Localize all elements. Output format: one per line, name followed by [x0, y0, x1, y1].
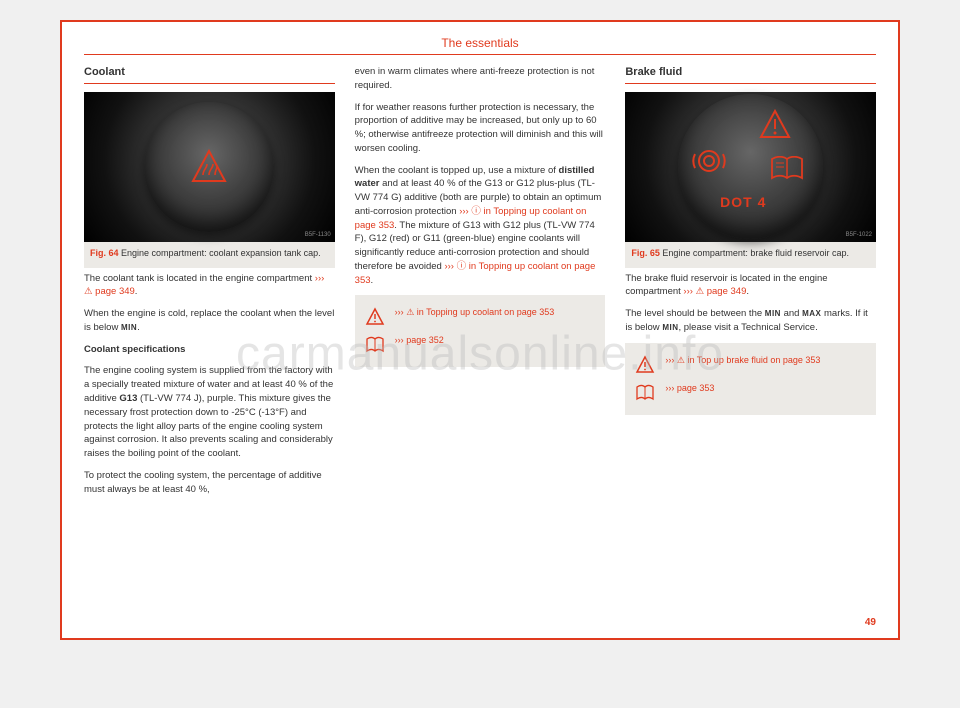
- warning-triangle-icon: [758, 108, 792, 142]
- min-mark: MIN: [662, 323, 678, 332]
- link-text: page 352: [406, 335, 444, 345]
- book-icon: [635, 383, 655, 403]
- warning-triangle-icon: [365, 307, 385, 327]
- col1-subheading: Coolant specifications: [84, 343, 335, 357]
- col1-para-4: To protect the cooling system, the perce…: [84, 469, 335, 497]
- text: .: [746, 286, 749, 297]
- cross-ref-link[interactable]: ››› ⚠ page 349: [683, 286, 746, 297]
- bold-text: G13: [119, 393, 137, 404]
- page-number: 49: [865, 617, 876, 628]
- warning-triangle-icon: ⚠: [406, 307, 414, 317]
- link-text: page 349: [93, 286, 135, 297]
- brake-cap-icon: DOT 4: [678, 94, 823, 239]
- col2-para-1: even in warm climates where anti-freeze …: [355, 65, 606, 93]
- col3-para-2: The level should be between the MIN and …: [625, 307, 876, 335]
- info-text[interactable]: ››› page 353: [665, 383, 714, 395]
- info-circle-icon: ⓘ: [457, 261, 467, 272]
- info-circle-icon: ⓘ: [471, 206, 481, 217]
- manual-page: The essentials Coolant B5F-1130 Fig. 64: [60, 20, 900, 640]
- figure-64-label: Fig. 64: [90, 248, 119, 258]
- text: The level should be between the: [625, 308, 764, 319]
- link-text: in Top up brake fluid on page 353: [687, 355, 820, 365]
- col2-para-2: If for weather reasons further protectio…: [355, 101, 606, 156]
- coolant-cap-icon: [144, 102, 274, 232]
- figure-64-caption: Fig. 64 Engine compartment: coolant expa…: [84, 242, 335, 268]
- figure-65-code: B5F-1022: [846, 231, 872, 240]
- warning-triangle-icon: ⚠: [677, 355, 685, 365]
- page-header: The essentials: [84, 36, 876, 50]
- manual-book-icon: [770, 156, 804, 182]
- book-icon: [365, 335, 385, 355]
- arrows-icon: ›››: [665, 355, 674, 365]
- text: The coolant tank is located in the engin…: [84, 273, 315, 284]
- info-row: ››› ⚠ in Topping up coolant on page 353: [363, 303, 598, 331]
- info-text[interactable]: ››› page 352: [395, 335, 444, 347]
- col3-para-1: The brake fluid reservoir is located in …: [625, 272, 876, 300]
- column-2: even in warm climates where anti-freeze …: [355, 65, 606, 605]
- figure-64: B5F-1130 Fig. 64 Engine compartment: coo…: [84, 92, 335, 268]
- col1-para-2: When the engine is cold, replace the coo…: [84, 307, 335, 335]
- dot4-label: DOT 4: [720, 192, 766, 212]
- warning-triangle-icon: [635, 355, 655, 375]
- steam-warning-icon: [189, 147, 229, 187]
- info-row: ››› page 352: [363, 331, 598, 359]
- text: .: [371, 275, 374, 286]
- section-heading-coolant: Coolant: [84, 65, 335, 84]
- info-row: ››› page 353: [633, 379, 868, 407]
- brake-disc-icon: [692, 144, 726, 178]
- info-box-coolant: ››› ⚠ in Topping up coolant on page 353 …: [355, 295, 606, 367]
- max-mark: MAX: [802, 309, 821, 318]
- info-text[interactable]: ››› ⚠ in Topping up coolant on page 353: [395, 307, 555, 319]
- col1-para-3: The engine cooling system is supplied fr…: [84, 364, 335, 460]
- figure-65-label: Fig. 65: [631, 248, 660, 258]
- arrows-icon: ›››: [395, 307, 404, 317]
- text: When the coolant is topped up, use a mix…: [355, 165, 559, 176]
- min-mark: MIN: [765, 309, 781, 318]
- section-heading-brakefluid: Brake fluid: [625, 65, 876, 84]
- figure-64-code: B5F-1130: [305, 231, 331, 240]
- figure-65: DOT 4 B5F-1022 Fig. 65 Engine compartmen…: [625, 92, 876, 268]
- figure-64-image: B5F-1130: [84, 92, 335, 242]
- text: , please visit a Technical Service.: [678, 322, 817, 333]
- arrows-icon: ›››: [683, 286, 693, 297]
- info-text[interactable]: ››› ⚠ in Top up brake fluid on page 353: [665, 355, 820, 367]
- figure-65-caption: Fig. 65 Engine compartment: brake fluid …: [625, 242, 876, 268]
- column-layout: Coolant B5F-1130 Fig. 64 Engine compartm…: [84, 65, 876, 605]
- link-text: page 353: [677, 383, 715, 393]
- col2-para-3: When the coolant is topped up, use a mix…: [355, 164, 606, 288]
- figure-65-caption-text: Engine compartment: brake fluid reservoi…: [662, 248, 849, 258]
- arrows-icon: ›››: [395, 335, 404, 345]
- col1-para-1: The coolant tank is located in the engin…: [84, 272, 335, 300]
- figure-65-image: DOT 4 B5F-1022: [625, 92, 876, 242]
- figure-64-caption-text: Engine compartment: coolant expansion ta…: [121, 248, 321, 258]
- header-rule: [84, 54, 876, 55]
- arrows-icon: ›››: [315, 273, 325, 284]
- warning-triangle-icon: ⚠: [696, 286, 705, 297]
- info-row: ››› ⚠ in Top up brake fluid on page 353: [633, 351, 868, 379]
- warning-triangle-icon: ⚠: [84, 286, 93, 297]
- link-text: in Topping up coolant on page 353: [417, 307, 554, 317]
- arrows-icon: ›››: [444, 261, 454, 272]
- text: .: [135, 286, 138, 297]
- text: .: [137, 322, 140, 333]
- info-box-brakefluid: ››› ⚠ in Top up brake fluid on page 353 …: [625, 343, 876, 415]
- link-text: page 349: [704, 286, 746, 297]
- arrows-icon: ›››: [459, 206, 469, 217]
- column-3: Brake fluid: [625, 65, 876, 605]
- text: and: [781, 308, 802, 319]
- column-1: Coolant B5F-1130 Fig. 64 Engine compartm…: [84, 65, 335, 605]
- arrows-icon: ›››: [665, 383, 674, 393]
- min-mark: MIN: [121, 323, 137, 332]
